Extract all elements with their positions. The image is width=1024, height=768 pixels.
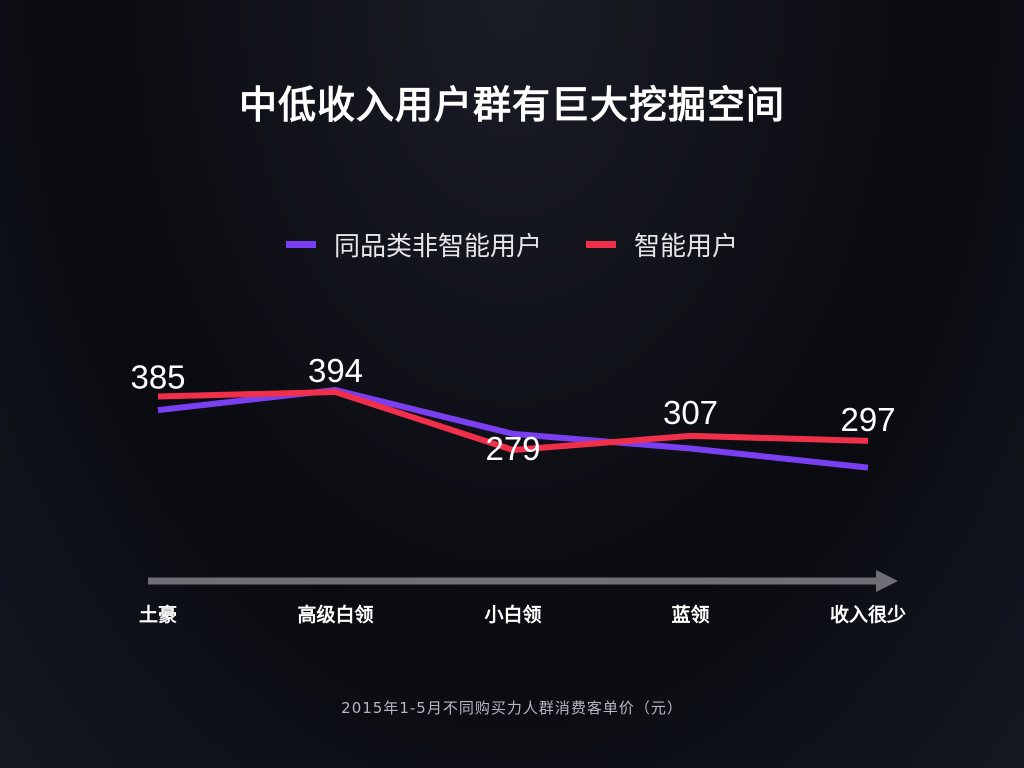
legend-label-series-2: 智能用户: [634, 232, 739, 262]
x-axis-arrowhead: [876, 570, 898, 592]
legend-item-series-1: 同品类非智能用户: [285, 226, 542, 263]
data-label-2-5: 297: [840, 401, 895, 438]
chart-footnote: 2015年1-5月不同购买力人群消费客单价（元）: [341, 699, 683, 717]
legend-item-series-2: 智能用户: [586, 226, 738, 263]
legend-swatch-series-2: [586, 241, 616, 248]
category-label-4: 蓝领: [671, 603, 709, 626]
category-label-2: 高级白领: [297, 603, 373, 626]
data-label-2-3: 279: [485, 430, 540, 467]
legend-swatch-series-1: [285, 241, 316, 248]
slide-title: 中低收入用户群有巨大挖掘空间: [238, 83, 785, 127]
category-label-5: 收入很少: [830, 603, 906, 626]
data-label-2-1: 385: [130, 359, 185, 396]
data-label-2-2: 394: [308, 352, 363, 389]
chart-legend: 同品类非智能用户 智能用户: [0, 226, 1024, 263]
category-label-1: 土豪: [139, 603, 177, 626]
legend-label-series-1: 同品类非智能用户: [333, 232, 542, 262]
data-label-2-4: 307: [663, 394, 718, 431]
series-line-2: [157, 389, 869, 453]
category-label-3: 小白领: [484, 603, 541, 626]
series-line-1: [157, 386, 869, 471]
